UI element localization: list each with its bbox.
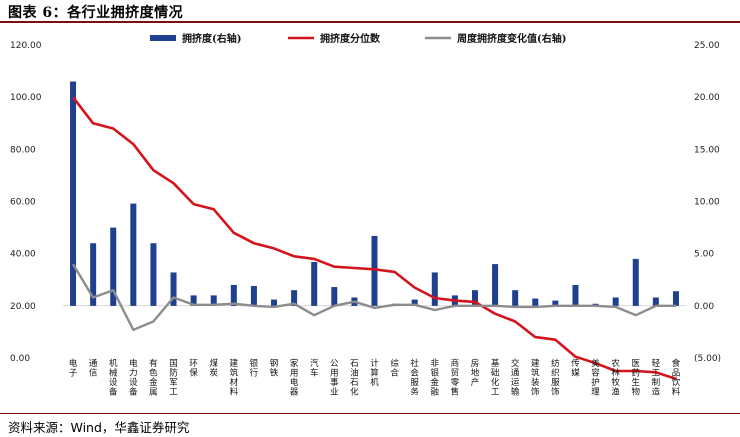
crowding-chart: 0.00 20.00 40.00 60.00 80.00 100.00 120.00 (5.0… xyxy=(10,32,721,398)
category-label: 传媒 xyxy=(571,358,580,379)
category-label: 银行 xyxy=(250,358,259,379)
left-tick-label: 120.00 xyxy=(10,41,42,51)
left-tick-label: 0.00 xyxy=(10,354,30,364)
bar xyxy=(170,272,177,306)
category-label: 有色金属 xyxy=(149,358,158,398)
percentile-line xyxy=(71,96,677,381)
bar xyxy=(411,299,418,306)
right-tick-label: 5.00 xyxy=(694,250,714,260)
category-label: 家用电器 xyxy=(290,358,299,398)
category-label: 电子 xyxy=(69,358,78,379)
bar xyxy=(652,297,659,306)
legend-label: 拥挤度(右轴) xyxy=(182,32,241,45)
bar xyxy=(331,287,338,306)
category-label: 计算机 xyxy=(370,358,379,388)
category-label: 美容护理 xyxy=(591,358,600,398)
category-label: 医药生物 xyxy=(632,359,641,398)
right-tick-label: 15.00 xyxy=(694,145,720,155)
category-label: 交通运输 xyxy=(511,358,520,398)
category-label: 纺织服饰 xyxy=(551,358,560,398)
category-label: 国防军工 xyxy=(169,359,178,398)
bar xyxy=(612,297,619,306)
category-label: 机械设备 xyxy=(109,358,118,398)
bottom-rule xyxy=(0,413,740,414)
bar xyxy=(110,227,117,306)
category-label: 通信 xyxy=(89,358,98,379)
category-label: 商贸零售 xyxy=(451,358,460,398)
bar xyxy=(572,284,579,306)
bar xyxy=(552,300,559,306)
legend: 拥挤度(右轴) 拥挤度分位数 周度拥挤度变化值(右轴) xyxy=(150,32,566,45)
category-label: 钢铁 xyxy=(270,358,279,379)
category-label: 汽车 xyxy=(310,358,319,379)
crowding-bars xyxy=(70,81,679,306)
top-rule xyxy=(0,21,740,23)
category-label: 电力设备 xyxy=(129,358,138,398)
bar xyxy=(90,243,97,306)
bar xyxy=(150,243,157,306)
category-label: 社会服务 xyxy=(410,358,419,398)
legend-label: 周度拥挤度变化值(右轴) xyxy=(457,32,566,45)
category-label: 环保 xyxy=(189,359,198,379)
bar xyxy=(532,298,539,306)
right-tick-label: 20.00 xyxy=(694,93,720,103)
bar xyxy=(371,235,378,306)
category-label: 食品饮料 xyxy=(672,358,681,398)
category-label: 基础化工 xyxy=(491,358,500,398)
chart-lines xyxy=(71,96,677,381)
category-label: 农林牧渔 xyxy=(611,358,620,398)
category-label: 非银金融 xyxy=(431,358,440,398)
right-tick-label: 25.00 xyxy=(694,41,720,51)
bar xyxy=(130,203,137,306)
left-tick-label: 60.00 xyxy=(10,198,36,208)
category-label: 煤炭 xyxy=(209,358,218,379)
bar xyxy=(672,291,679,306)
bar xyxy=(271,299,278,306)
category-label: 综合 xyxy=(390,358,399,379)
left-tick-label: 80.00 xyxy=(10,145,36,155)
category-label: 公用事业 xyxy=(330,359,339,398)
legend-label: 拥挤度分位数 xyxy=(320,32,381,45)
left-tick-label: 40.00 xyxy=(10,250,36,260)
category-label: 建筑装饰 xyxy=(531,358,540,398)
figure-title: 图表 6：各行业拥挤度情况 xyxy=(8,5,184,21)
category-label: 房地产 xyxy=(471,358,480,388)
bar xyxy=(431,272,438,306)
bar xyxy=(210,295,217,306)
weekly-change-line xyxy=(71,263,676,331)
left-tick-label: 20.00 xyxy=(10,302,36,312)
bar xyxy=(492,264,499,306)
bar xyxy=(311,262,318,306)
bar xyxy=(70,81,77,306)
category-label: 轻工制造 xyxy=(652,358,661,398)
bar xyxy=(512,290,519,306)
bar xyxy=(291,290,298,306)
bar xyxy=(471,290,478,306)
category-label: 建筑材料 xyxy=(230,358,239,398)
bar xyxy=(250,286,257,306)
chart-axes: 0.00 20.00 40.00 60.00 80.00 100.00 120.00 (5.0… xyxy=(10,41,721,364)
bar xyxy=(230,284,237,306)
bar xyxy=(632,258,639,306)
category-label: 石油石化 xyxy=(350,359,359,398)
right-tick-label: 0.00 xyxy=(694,302,714,312)
bar xyxy=(190,295,197,306)
left-tick-label: 100.00 xyxy=(10,93,42,103)
right-tick-label: 10.00 xyxy=(694,198,720,208)
legend-swatch-bar xyxy=(150,35,176,41)
source-note: 资料来源：Wind，华鑫证券研究 xyxy=(8,420,190,435)
right-tick-label: (5.00) xyxy=(694,354,721,364)
